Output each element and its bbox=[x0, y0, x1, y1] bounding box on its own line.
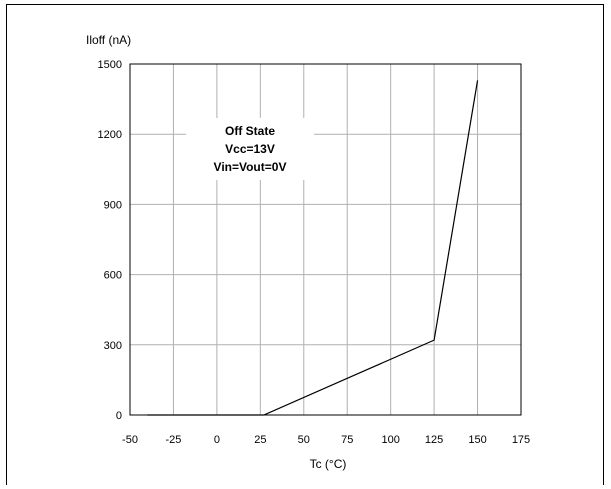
x-tick-label-1: -25 bbox=[165, 434, 181, 446]
x-tick-label-9: 175 bbox=[512, 434, 530, 446]
y-tick-label-4: 1200 bbox=[98, 129, 122, 141]
y-tick-label-0: 0 bbox=[116, 410, 122, 422]
annotation-background bbox=[186, 118, 314, 180]
chart-frame bbox=[6, 4, 604, 485]
series-line-0 bbox=[147, 80, 479, 416]
x-tick-label-3: 25 bbox=[254, 434, 266, 446]
series-group bbox=[147, 80, 479, 416]
plot-area-border bbox=[129, 63, 522, 416]
y-tick-label-5: 1500 bbox=[98, 59, 122, 71]
y-tick-label-1: 300 bbox=[104, 340, 122, 352]
y-axis-label: Iloff (nA) bbox=[86, 33, 131, 47]
x-axis-label: Tc (°C) bbox=[310, 457, 347, 471]
y-tick-label-3: 900 bbox=[104, 199, 122, 211]
annotation-box: Off State Vcc=13V Vin=Vout=0V bbox=[186, 118, 314, 180]
x-tick-label-4: 50 bbox=[298, 434, 310, 446]
annotation-line-2: Vin=Vout=0V bbox=[214, 160, 287, 174]
annotation-line-1: Vcc=13V bbox=[225, 142, 275, 156]
x-tick-label-5: 75 bbox=[341, 434, 353, 446]
x-tick-label-2: 0 bbox=[214, 434, 220, 446]
grid-lines bbox=[130, 64, 521, 415]
x-tick-label-7: 125 bbox=[425, 434, 443, 446]
tick-labels: -50 -25 0 25 50 75 100 125 150 175 0 300 600 900 1200 1… bbox=[98, 59, 531, 446]
x-tick-label-0: -50 bbox=[122, 434, 138, 446]
plot-border bbox=[129, 63, 522, 416]
y-tick-label-2: 600 bbox=[104, 270, 122, 282]
annotation-line-0: Off State bbox=[225, 124, 275, 138]
x-tick-label-6: 100 bbox=[381, 434, 399, 446]
x-tick-label-8: 150 bbox=[468, 434, 486, 446]
